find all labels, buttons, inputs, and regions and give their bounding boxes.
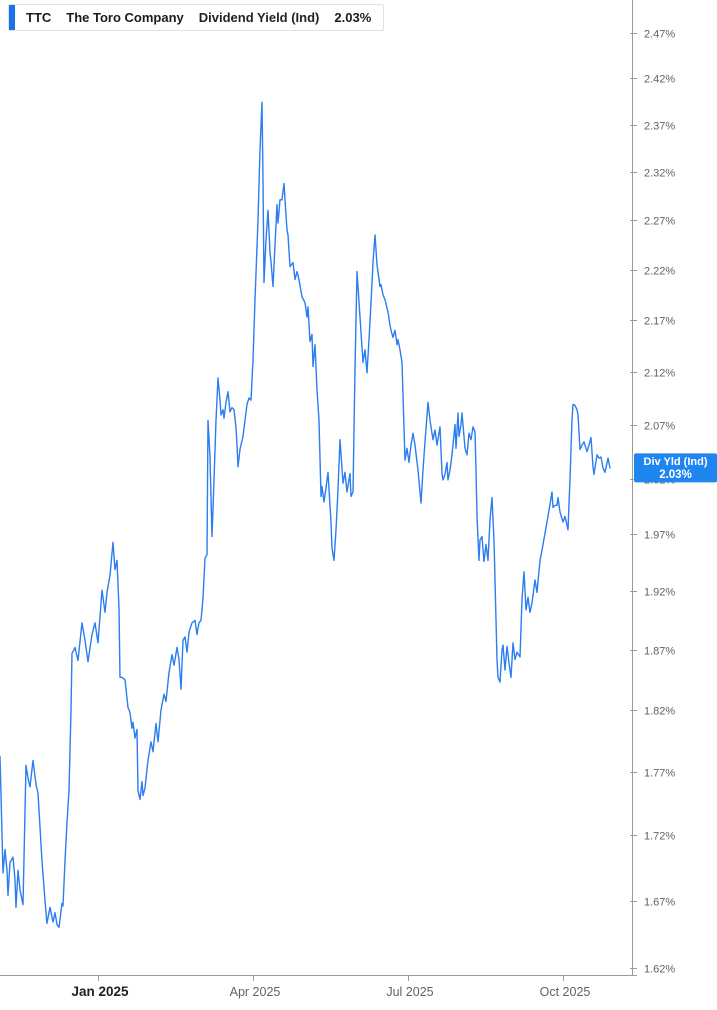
y-tick-label: 1.82%	[644, 706, 675, 718]
x-tick-label: Jan 2025	[71, 984, 129, 999]
y-tick-label: 1.92%	[644, 587, 675, 599]
x-tick-label: Apr 2025	[230, 985, 281, 999]
y-tick-label: 1.67%	[644, 897, 675, 909]
y-tick-label: 2.17%	[644, 316, 675, 328]
y-tick-label: 2.07%	[644, 421, 675, 433]
y-tick-label: 1.97%	[644, 530, 675, 542]
y-tick-label: 1.62%	[644, 964, 675, 976]
y-tick-label: 2.27%	[644, 216, 675, 228]
badge-label: Div Yld (Ind)	[644, 456, 708, 468]
y-tick-label: 1.72%	[644, 831, 675, 843]
x-tick-label: Jul 2025	[386, 985, 433, 999]
current-value-badge: Div Yld (Ind)2.03%	[634, 453, 717, 483]
badge-background	[634, 453, 717, 483]
dividend-yield-line	[0, 101, 611, 928]
legend-content: TTC The Toro Company Dividend Yield (Ind…	[15, 5, 383, 30]
y-tick-label: 1.77%	[644, 768, 675, 780]
y-tick-label: 2.22%	[644, 266, 675, 278]
series-legend-chip[interactable]: TTC The Toro Company Dividend Yield (Ind…	[8, 4, 385, 31]
ticker-symbol: TTC	[26, 10, 52, 25]
y-tick-label: 1.87%	[644, 646, 675, 658]
y-tick-label: 2.32%	[644, 168, 675, 180]
company-name: The Toro Company	[66, 10, 184, 25]
y-tick-label: 2.47%	[644, 29, 675, 41]
metric-name: Dividend Yield (Ind)	[198, 10, 320, 25]
badge-value: 2.03%	[659, 469, 692, 481]
y-tick-label: 2.12%	[644, 368, 675, 380]
x-tick-label: Oct 2025	[540, 985, 591, 999]
series-color-bar	[9, 5, 15, 30]
y-tick-label: 2.42%	[644, 74, 675, 86]
y-tick-label: 2.37%	[644, 121, 675, 133]
metric-value: 2.03%	[334, 10, 372, 25]
